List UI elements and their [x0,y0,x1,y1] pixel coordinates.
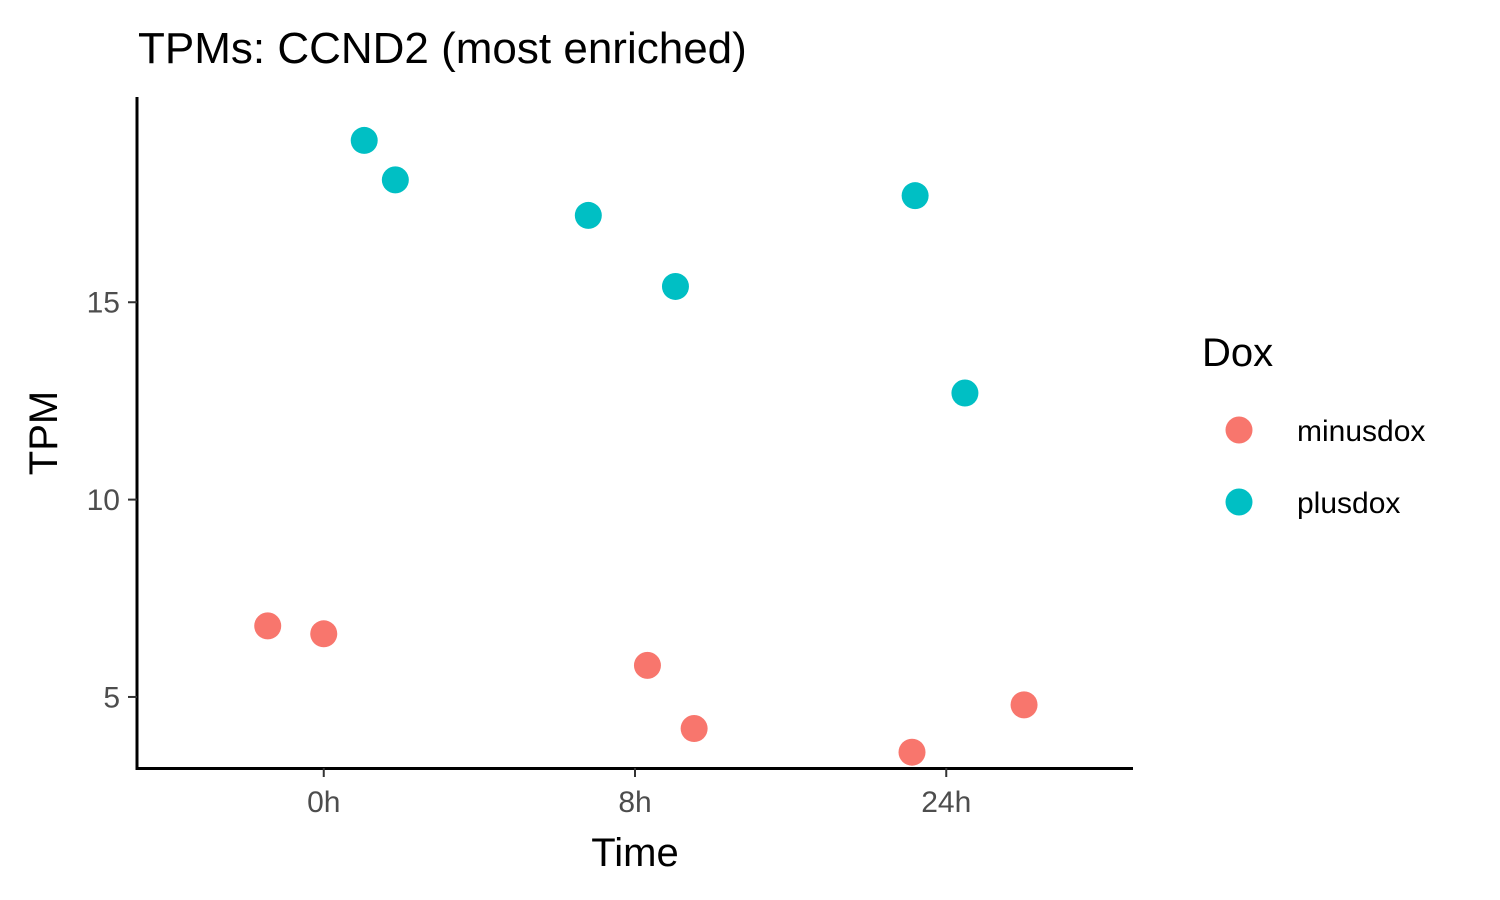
data-point [1010,691,1038,719]
data-point [633,651,661,679]
legend-key [1225,488,1253,516]
y-axis-ticks: 5 10 15 [87,287,137,714]
x-tick-label: 0h [307,786,340,819]
legend-key [1225,416,1253,444]
series-plusdox [350,126,979,407]
data-point [350,126,378,154]
data-point [574,201,602,229]
data-point [254,612,282,640]
data-point [381,166,409,194]
plot-area [254,126,1038,766]
y-axis-label: TPM [22,391,66,475]
data-point [951,379,979,407]
legend-entry-label: minusdox [1297,415,1425,448]
legend-entry-label: plusdox [1297,487,1400,520]
data-point [680,715,708,743]
x-tick-label: 24h [921,786,971,819]
y-tick-label: 5 [103,681,120,714]
legend-items: minusdox plusdox [1225,415,1425,520]
x-axis-ticks: 0h 8h 24h [307,768,971,819]
series-minusdox [254,612,1038,766]
legend: Dox minusdox plusdox [1202,331,1425,520]
x-tick-label: 8h [618,786,651,819]
legend-title: Dox [1202,331,1273,375]
data-point [901,182,929,210]
x-axis-label: Time [591,831,678,875]
data-point [310,620,338,648]
data-point [898,738,926,766]
y-tick-label: 15 [87,287,120,320]
chart-title: TPMs: CCND2 (most enriched) [138,24,747,73]
data-point [661,272,689,300]
y-tick-label: 10 [87,484,120,517]
